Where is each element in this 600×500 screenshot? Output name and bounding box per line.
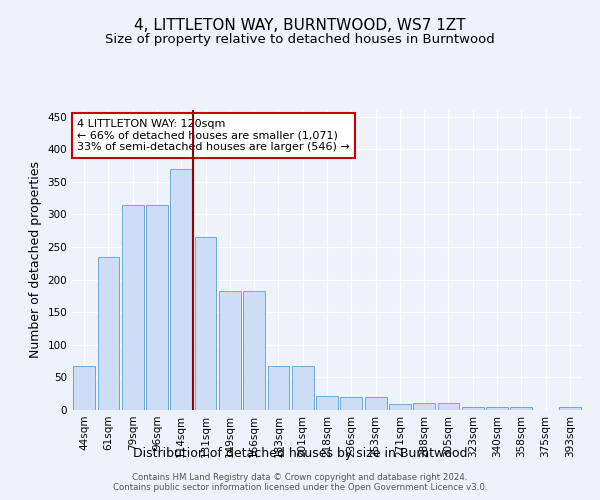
Bar — [486, 408, 508, 410]
Bar — [437, 404, 460, 410]
Bar — [559, 408, 581, 410]
Bar — [413, 404, 435, 410]
Bar — [268, 366, 289, 410]
Bar — [340, 397, 362, 410]
Text: Distribution of detached houses by size in Burntwood: Distribution of detached houses by size … — [133, 448, 467, 460]
Bar — [219, 292, 241, 410]
Text: 4 LITTLETON WAY: 120sqm
← 66% of detached houses are smaller (1,071)
33% of semi: 4 LITTLETON WAY: 120sqm ← 66% of detache… — [77, 119, 350, 152]
Text: Size of property relative to detached houses in Burntwood: Size of property relative to detached ho… — [105, 32, 495, 46]
Bar — [316, 396, 338, 410]
Bar — [97, 256, 119, 410]
Bar — [511, 408, 532, 410]
Bar — [365, 397, 386, 410]
Text: Contains HM Land Registry data © Crown copyright and database right 2024.
Contai: Contains HM Land Registry data © Crown c… — [113, 473, 487, 492]
Bar — [462, 406, 484, 410]
Bar — [170, 168, 192, 410]
Bar — [73, 366, 95, 410]
Bar — [389, 404, 411, 410]
Bar — [146, 204, 168, 410]
Text: 4, LITTLETON WAY, BURNTWOOD, WS7 1ZT: 4, LITTLETON WAY, BURNTWOOD, WS7 1ZT — [134, 18, 466, 32]
Bar — [122, 204, 143, 410]
Y-axis label: Number of detached properties: Number of detached properties — [29, 162, 42, 358]
Bar — [194, 237, 217, 410]
Bar — [243, 292, 265, 410]
Bar — [292, 366, 314, 410]
